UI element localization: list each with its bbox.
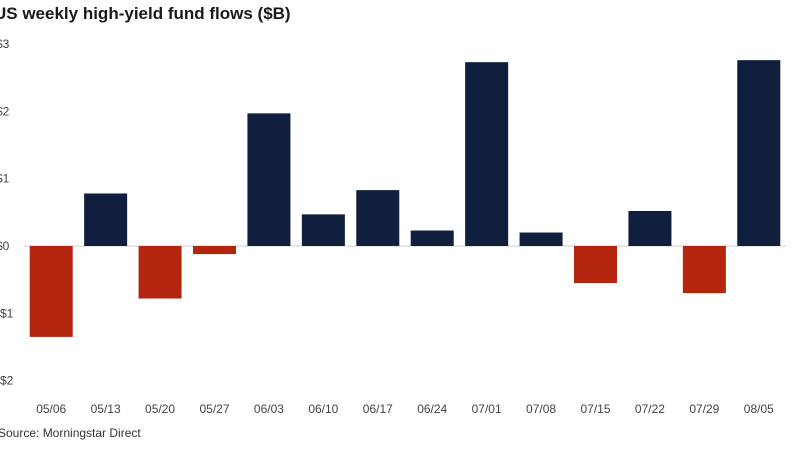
x-tick-label: 07/22 bbox=[635, 402, 665, 416]
bar-05-27 bbox=[193, 246, 236, 255]
bar-07-01 bbox=[465, 62, 509, 247]
bars bbox=[29, 60, 781, 337]
x-tick-label: 07/08 bbox=[526, 402, 556, 416]
bar-08-05 bbox=[737, 60, 781, 246]
bar-07-22 bbox=[628, 210, 672, 246]
source-note: Source: Morningstar Direct bbox=[0, 426, 141, 440]
y-axis-ticks: $3 $2 $1 $0 -$1 -$2 bbox=[0, 37, 14, 388]
bar-06-24 bbox=[410, 230, 454, 246]
bar-06-03 bbox=[247, 113, 291, 246]
bar-05-06 bbox=[29, 246, 73, 337]
x-tick-label: 06/17 bbox=[363, 402, 393, 416]
x-tick-label: 06/03 bbox=[254, 402, 284, 416]
bar-07-08 bbox=[519, 232, 563, 246]
y-tick-label: $3 bbox=[0, 37, 10, 51]
x-tick-label: 05/20 bbox=[145, 402, 175, 416]
bar-06-17 bbox=[356, 190, 400, 246]
bar-05-20 bbox=[138, 246, 182, 299]
x-tick-label: 06/24 bbox=[417, 402, 447, 416]
bar-05-13 bbox=[84, 193, 128, 246]
y-tick-label: $2 bbox=[0, 104, 10, 118]
x-tick-label: 05/13 bbox=[91, 402, 121, 416]
bar-07-15 bbox=[574, 246, 617, 284]
x-tick-label: 05/27 bbox=[199, 402, 229, 416]
bar-06-10 bbox=[301, 214, 345, 246]
x-tick-label: 07/15 bbox=[580, 402, 610, 416]
x-tick-label: 07/29 bbox=[689, 402, 719, 416]
bar-07-29 bbox=[682, 246, 726, 294]
y-tick-label: $1 bbox=[0, 172, 10, 186]
x-tick-label: 06/10 bbox=[308, 402, 338, 416]
x-tick-label: 07/01 bbox=[472, 402, 502, 416]
chart-title: US weekly high-yield fund flows ($B) bbox=[0, 4, 291, 23]
y-tick-label: $0 bbox=[0, 239, 10, 253]
x-axis-ticks: 05/06 05/13 05/20 05/27 06/03 06/10 06/17 06/24… bbox=[36, 402, 774, 416]
y-tick-label: -$1 bbox=[0, 306, 14, 320]
y-tick-label: -$2 bbox=[0, 374, 14, 388]
x-tick-label: 08/05 bbox=[744, 402, 774, 416]
x-tick-label: 05/06 bbox=[36, 402, 66, 416]
